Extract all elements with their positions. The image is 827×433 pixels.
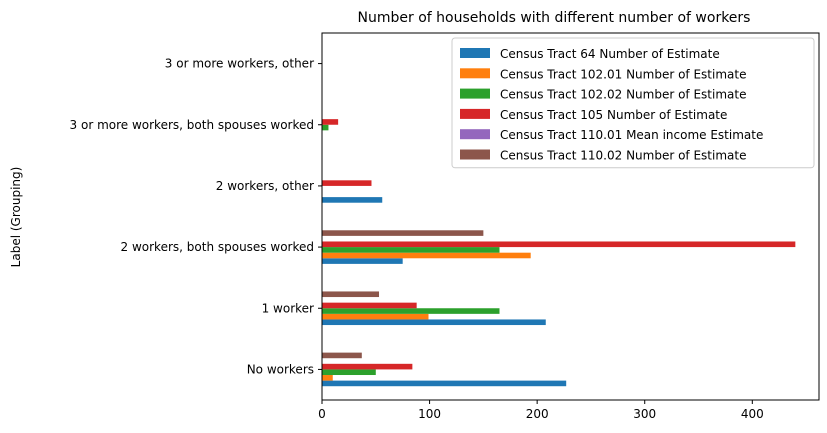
- y-tick-label: 1 worker: [262, 301, 314, 315]
- legend-label: Census Tract 105 Number of Estimate: [500, 108, 727, 122]
- legend-label: Census Tract 110.01 Mean income Estimate: [500, 128, 763, 142]
- legend-swatch: [460, 129, 490, 140]
- legend-label: Census Tract 64 Number of Estimate: [500, 47, 720, 61]
- bar-3-1: [322, 258, 403, 264]
- legend-swatch: [460, 108, 490, 119]
- y-tick-label: 2 workers, other: [216, 179, 314, 193]
- bar-5-4: [322, 119, 339, 125]
- bar-4-4: [322, 180, 372, 186]
- x-tick-label: 400: [741, 407, 764, 421]
- bar-2-4: [322, 302, 417, 309]
- legend-box: [451, 37, 815, 169]
- bar-2-2: [322, 313, 429, 320]
- y-axis-label: Label (Grouping): [9, 167, 23, 268]
- bar-2-1: [322, 319, 546, 326]
- legend-swatch: [460, 68, 490, 79]
- legend: Census Tract 64 Number of Estimate Census…: [451, 37, 815, 169]
- bar-3-3: [322, 247, 500, 253]
- legend-swatch: [460, 88, 490, 99]
- bar-1-4: [322, 363, 413, 370]
- bar-3-6: [322, 230, 484, 236]
- x-axis-ticks: 0 100 200 300 400: [318, 400, 764, 421]
- y-tick-label: No workers: [247, 362, 314, 376]
- legend-label: Census Tract 102.02 Number of Estimate: [500, 88, 746, 102]
- chart-title: Number of households with different numb…: [358, 10, 751, 26]
- x-tick-label: 200: [526, 407, 549, 421]
- legend-label: Census Tract 102.01 Number of Estimate: [500, 67, 746, 81]
- x-tick-label: 0: [318, 407, 326, 421]
- bar-5-3: [322, 124, 329, 131]
- bar-4-1: [322, 197, 383, 203]
- bar-1-2: [322, 375, 333, 381]
- y-tick-label: 3 or more workers, other: [165, 57, 314, 71]
- bar-3-4: [322, 241, 796, 248]
- legend-swatch: [460, 149, 490, 160]
- bar-2-6: [322, 291, 380, 298]
- legend-swatch: [460, 48, 490, 58]
- y-axis-ticks: No workers 1 worker 2 workers, both spouse…: [70, 57, 322, 376]
- y-tick-label: 2 workers, both spouses worked: [121, 240, 314, 254]
- y-tick-label: 3 or more workers, both spouses worked: [70, 118, 314, 132]
- bar-1-6: [322, 352, 362, 359]
- bar-3-2: [322, 252, 531, 259]
- bar-1-3: [322, 369, 376, 376]
- legend-label: Census Tract 110.02 Number of Estimate: [500, 149, 746, 163]
- x-tick-label: 100: [418, 407, 441, 421]
- plot-frame: [321, 32, 820, 401]
- x-tick-label: 300: [633, 407, 656, 421]
- bar-2-3: [322, 308, 500, 314]
- bar-1-1: [322, 380, 567, 387]
- bars-layer: [322, 119, 796, 387]
